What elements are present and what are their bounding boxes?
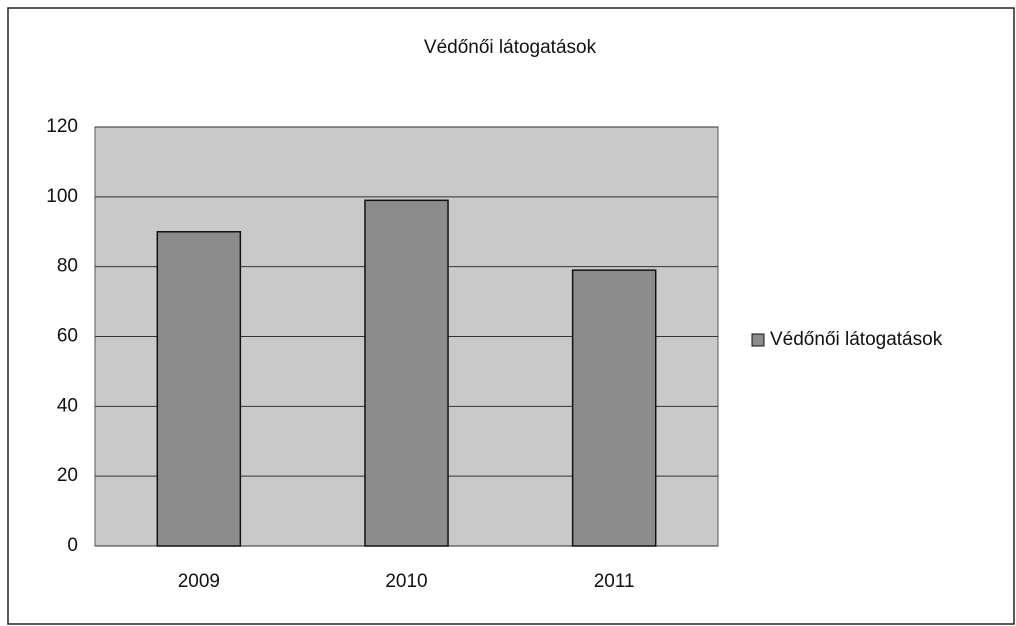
y-tick-label: 60 <box>57 326 78 347</box>
bar <box>571 269 657 547</box>
bar <box>364 199 449 547</box>
y-tick-label: 0 <box>67 535 78 556</box>
chart-title: Védőnői látogatások <box>424 37 597 58</box>
y-tick-label: 80 <box>57 256 78 277</box>
y-tick-label: 120 <box>46 116 78 137</box>
y-tick-label: 20 <box>57 465 78 486</box>
y-tick-label: 100 <box>46 186 78 207</box>
x-tick-label: 2011 <box>594 571 635 592</box>
bar <box>156 231 242 547</box>
x-tick-label: 2009 <box>178 571 220 592</box>
y-tick-label: 40 <box>57 395 78 416</box>
legend-label: Védőnői látogatások <box>770 329 943 350</box>
legend-swatch <box>751 333 765 347</box>
x-tick-label: 2010 <box>385 571 427 592</box>
